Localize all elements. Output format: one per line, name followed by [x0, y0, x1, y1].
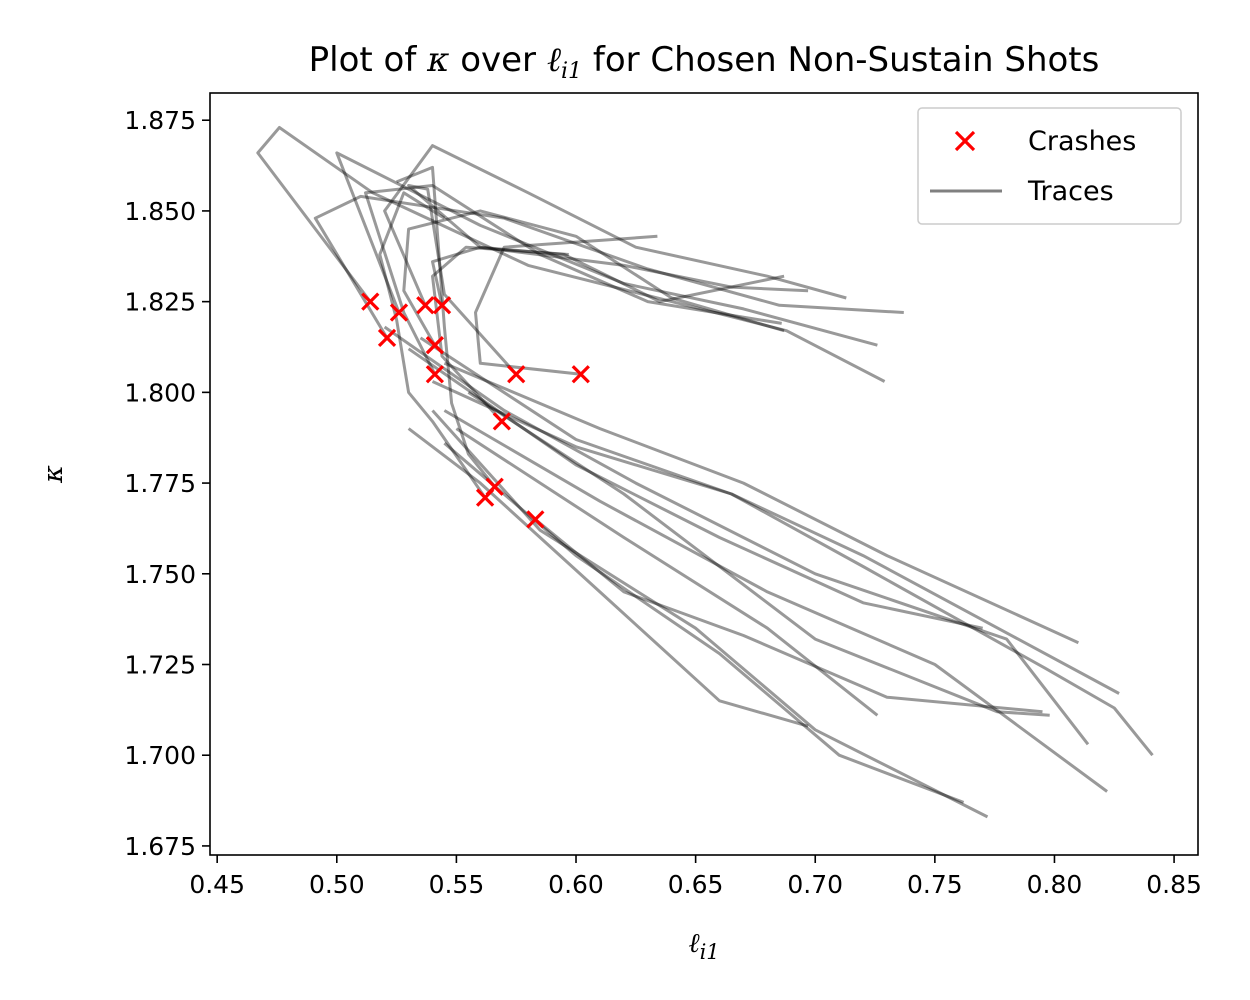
- traces-layer: [256, 126, 1154, 819]
- title-part: for Chosen Non-Sustain Shots: [582, 40, 1099, 80]
- trace-line-14: [407, 347, 984, 630]
- trace-line-11: [396, 165, 496, 488]
- crashes-layer: [361, 292, 590, 529]
- trace-line-17: [383, 325, 1090, 746]
- chart-title: Plot of κ over ℓi1 for Chosen Non-Sustai…: [309, 40, 1100, 84]
- plot-frame: [209, 92, 1199, 856]
- crash-marker-2: [389, 303, 409, 322]
- y-tick-label: 1.725: [124, 651, 196, 680]
- trace-line-3: [313, 194, 904, 339]
- trace-line-19: [443, 409, 1108, 793]
- trace-line-16: [431, 380, 1120, 695]
- x-tick-label: 0.60: [548, 870, 604, 899]
- trace-line-4: [383, 144, 847, 306]
- crash-marker-12: [475, 488, 495, 507]
- x-axis-label-subscript: i1: [700, 940, 720, 964]
- y-tick-label: 1.800: [124, 378, 196, 407]
- trace-line-10: [431, 245, 569, 423]
- crash-marker-3: [377, 328, 397, 348]
- x-tick-label: 0.70: [787, 870, 843, 899]
- trace-line-7: [364, 184, 782, 375]
- x-tick-label: 0.45: [189, 870, 245, 899]
- x-axis-ticks: 0.45 0.50 0.55 0.60 0.65 0.70 0.75 0.80 0.85: [189, 855, 1202, 899]
- trace-line-20: [455, 427, 879, 717]
- trace-line-22: [407, 427, 809, 728]
- y-axis-ticks: 1.675 1.700 1.725 1.750 1.775 1.800 1.825 1.850…: [124, 106, 210, 861]
- title-ell: ℓ: [547, 40, 561, 80]
- crash-marker-10: [492, 412, 511, 431]
- trace-line-15: [443, 361, 1080, 645]
- y-tick-label: 1.875: [124, 106, 196, 135]
- y-tick-label: 1.775: [124, 469, 196, 498]
- trace-line-18: [419, 336, 1154, 757]
- y-axis-label: κ: [38, 465, 69, 484]
- legend-crashes-label: Crashes: [1028, 126, 1136, 157]
- y-tick-label: 1.700: [124, 741, 196, 770]
- crash-marker-7: [425, 365, 445, 384]
- legend: Crashes Traces: [917, 107, 1182, 225]
- x-tick-label: 0.65: [668, 870, 724, 899]
- trace-line-13: [534, 518, 1043, 714]
- y-tick-label: 1.675: [124, 832, 196, 861]
- trace-line-6: [402, 209, 785, 346]
- crash-marker-5: [432, 296, 452, 315]
- x-tick-label: 0.50: [309, 870, 365, 899]
- crash-marker-1: [361, 292, 380, 311]
- x-tick-label: 0.85: [1146, 870, 1202, 899]
- crash-marker-13: [526, 510, 545, 529]
- trace-line-8: [407, 184, 785, 376]
- y-tick-label: 1.825: [124, 288, 196, 317]
- trace-line-24: [467, 391, 1050, 717]
- y-tick-label: 1.850: [124, 197, 196, 226]
- legend-box: [917, 107, 1182, 225]
- crash-marker-6: [425, 336, 445, 355]
- legend-crashes-marker: [954, 130, 976, 152]
- trace-line-2: [335, 151, 878, 347]
- title-kappa: κ: [426, 40, 449, 80]
- title-part: over: [449, 40, 546, 80]
- x-tick-label: 0.75: [907, 870, 963, 899]
- x-axis-label: ℓi1: [688, 928, 719, 964]
- trace-line-5: [431, 245, 809, 306]
- trace-line-23: [431, 409, 989, 819]
- crash-marker-8: [507, 365, 526, 384]
- legend-crash-x: [954, 130, 976, 152]
- crash-marker-9: [571, 365, 590, 384]
- x-axis-label-ell: ℓ: [688, 928, 700, 959]
- x-tick-label: 0.80: [1027, 870, 1083, 899]
- trace-line-1: [256, 126, 886, 383]
- legend-traces-label: Traces: [1027, 176, 1114, 207]
- crash-marker-4: [416, 296, 435, 315]
- y-tick-label: 1.750: [124, 560, 196, 589]
- trace-line-9: [474, 234, 658, 376]
- trace-line-12: [378, 191, 487, 499]
- title-part: Plot of: [309, 40, 427, 80]
- x-tick-label: 0.55: [429, 870, 485, 899]
- title-subscript: i1: [561, 59, 582, 84]
